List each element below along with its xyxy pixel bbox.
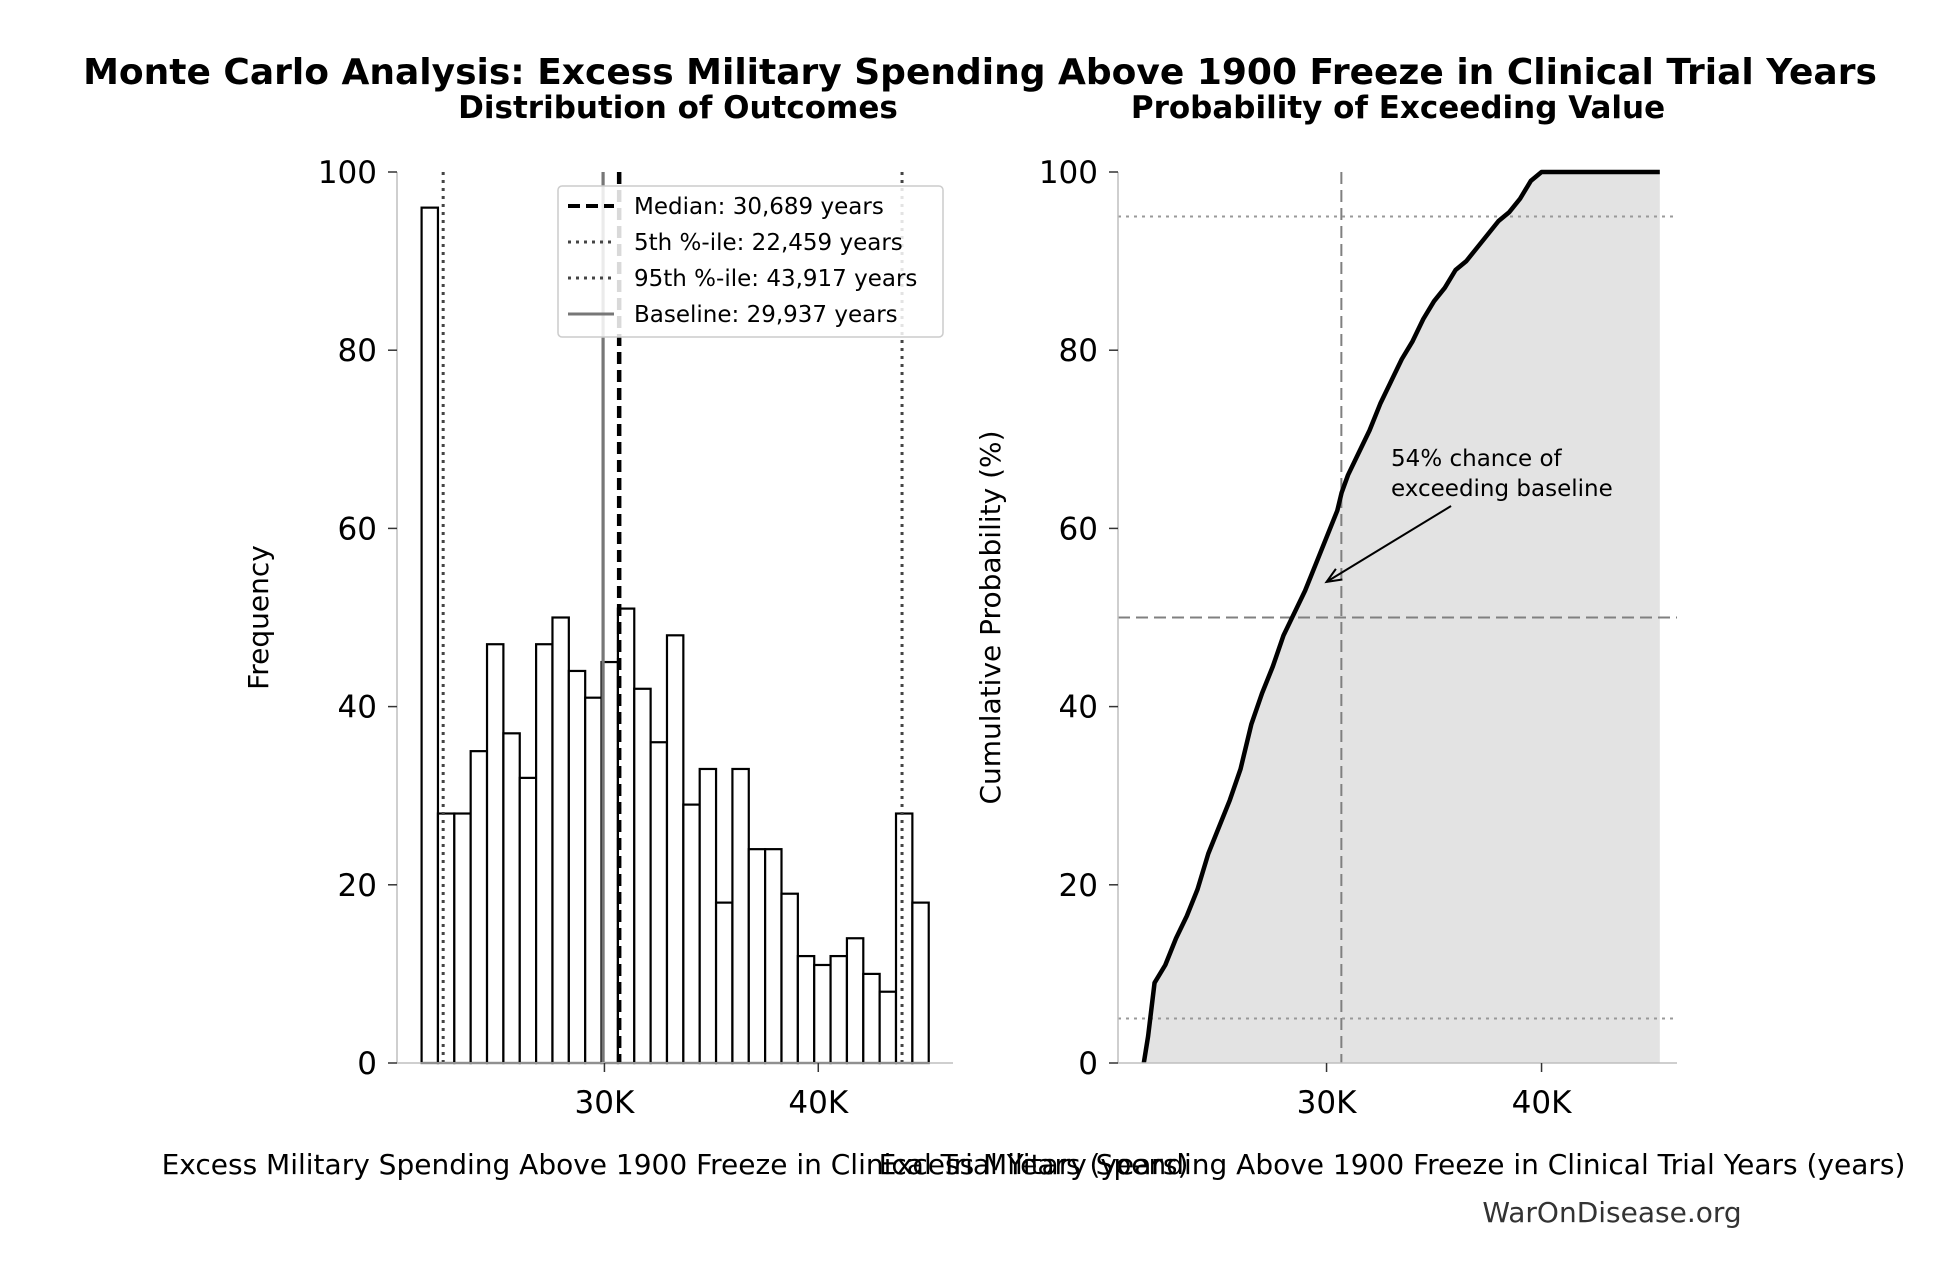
histogram-bar xyxy=(764,848,783,1065)
cumulative-y-tick-label: 20 xyxy=(1059,868,1098,904)
histogram-bar xyxy=(420,206,440,1065)
legend-label-baseline: Baseline: 29,937 years xyxy=(634,302,898,328)
legend-box xyxy=(557,185,944,338)
histogram-bar xyxy=(502,732,521,1065)
histogram-bar xyxy=(633,687,652,1065)
histogram-bar xyxy=(829,954,849,1065)
histogram-bar xyxy=(649,741,669,1065)
histogram-bar xyxy=(813,963,832,1065)
annotation-text: 54% chance of xyxy=(1391,446,1563,472)
histogram-bar xyxy=(731,767,750,1065)
cumulative-y-tick-label: 0 xyxy=(1078,1046,1098,1082)
histogram-bar xyxy=(862,972,881,1065)
histogram-y-tick-label: 0 xyxy=(357,1046,377,1082)
legend-label-p5: 5th %-ile: 22,459 years xyxy=(634,230,903,256)
cumulative-y-tick-label: 40 xyxy=(1059,690,1098,726)
annotation-arrowhead xyxy=(1324,568,1343,584)
histogram-bar xyxy=(714,901,734,1065)
histogram-bar xyxy=(682,803,701,1065)
cumulative-y-tick-label: 100 xyxy=(1039,155,1098,191)
histogram-subtitle: Distribution of Outcomes xyxy=(458,90,898,126)
histogram-y-tick-label: 80 xyxy=(338,333,377,369)
histogram-bar xyxy=(567,669,587,1065)
legend: Median: 30,689 years 5th %-ile: 22,459 ye… xyxy=(557,185,944,338)
cumulative-y-tick-label: 80 xyxy=(1059,333,1098,369)
cumulative-x-tick-label: 30K xyxy=(1297,1085,1357,1121)
histogram-bar xyxy=(535,643,554,1065)
histogram-bar xyxy=(698,767,718,1065)
legend-label-median: Median: 30,689 years xyxy=(634,194,884,220)
histogram-bar xyxy=(453,812,472,1065)
histogram-bar xyxy=(796,954,816,1065)
histogram-bar xyxy=(894,812,914,1065)
histogram-y-axis-label: Frequency xyxy=(242,545,275,690)
figure-title: Monte Carlo Analysis: Excess Military Sp… xyxy=(83,52,1877,93)
cumulative-line xyxy=(1141,169,1660,1064)
cumulative-y-axis-label: Cumulative Probability (%) xyxy=(974,430,1007,804)
histogram-y-tick-label: 40 xyxy=(338,690,377,726)
histogram-bar xyxy=(665,634,685,1065)
cumulative-area xyxy=(1143,172,1660,1063)
histogram-y-tick-label: 60 xyxy=(338,511,377,547)
histogram-bar xyxy=(747,848,767,1065)
watermark: WarOnDisease.org xyxy=(1482,1196,1741,1229)
histogram-panel: Distribution of Outcomes 0 20 40 60 80 100 30K 4… xyxy=(162,90,1189,1181)
histogram-bar xyxy=(485,643,505,1065)
histogram-bar xyxy=(911,901,930,1065)
histogram-y-tick-label: 100 xyxy=(318,155,377,191)
legend-label-p95: 95th %-ile: 43,917 years xyxy=(634,266,917,292)
cumulative-subtitle: Probability of Exceeding Value xyxy=(1131,90,1665,126)
histogram-bar xyxy=(878,990,898,1065)
histogram-bar xyxy=(551,616,570,1065)
histogram-y-tick-label: 20 xyxy=(338,868,377,904)
cumulative-y-tick-label: 60 xyxy=(1059,511,1098,547)
histogram-x-axis-label: Excess Military Spending Above 1900 Free… xyxy=(162,1148,1189,1181)
cumulative-x-tick-label: 40K xyxy=(1512,1085,1572,1121)
histogram-x-tick-label: 30K xyxy=(575,1085,635,1121)
histogram-bar xyxy=(780,892,799,1065)
histogram-bar xyxy=(469,750,489,1065)
histogram-bar xyxy=(518,776,538,1065)
annotation-arrow xyxy=(1326,505,1452,583)
histogram-bar xyxy=(845,937,865,1065)
histogram-bar xyxy=(584,696,603,1065)
histogram-bar xyxy=(436,812,456,1065)
annotation-text: exceeding baseline xyxy=(1391,476,1613,502)
histogram-x-tick-label: 40K xyxy=(788,1085,848,1121)
cumulative-panel: Probability of Exceeding Value 0 20 40 60 80 1… xyxy=(879,90,1906,1181)
cumulative-x-axis-label: Excess Military Spending Above 1900 Free… xyxy=(879,1148,1906,1181)
